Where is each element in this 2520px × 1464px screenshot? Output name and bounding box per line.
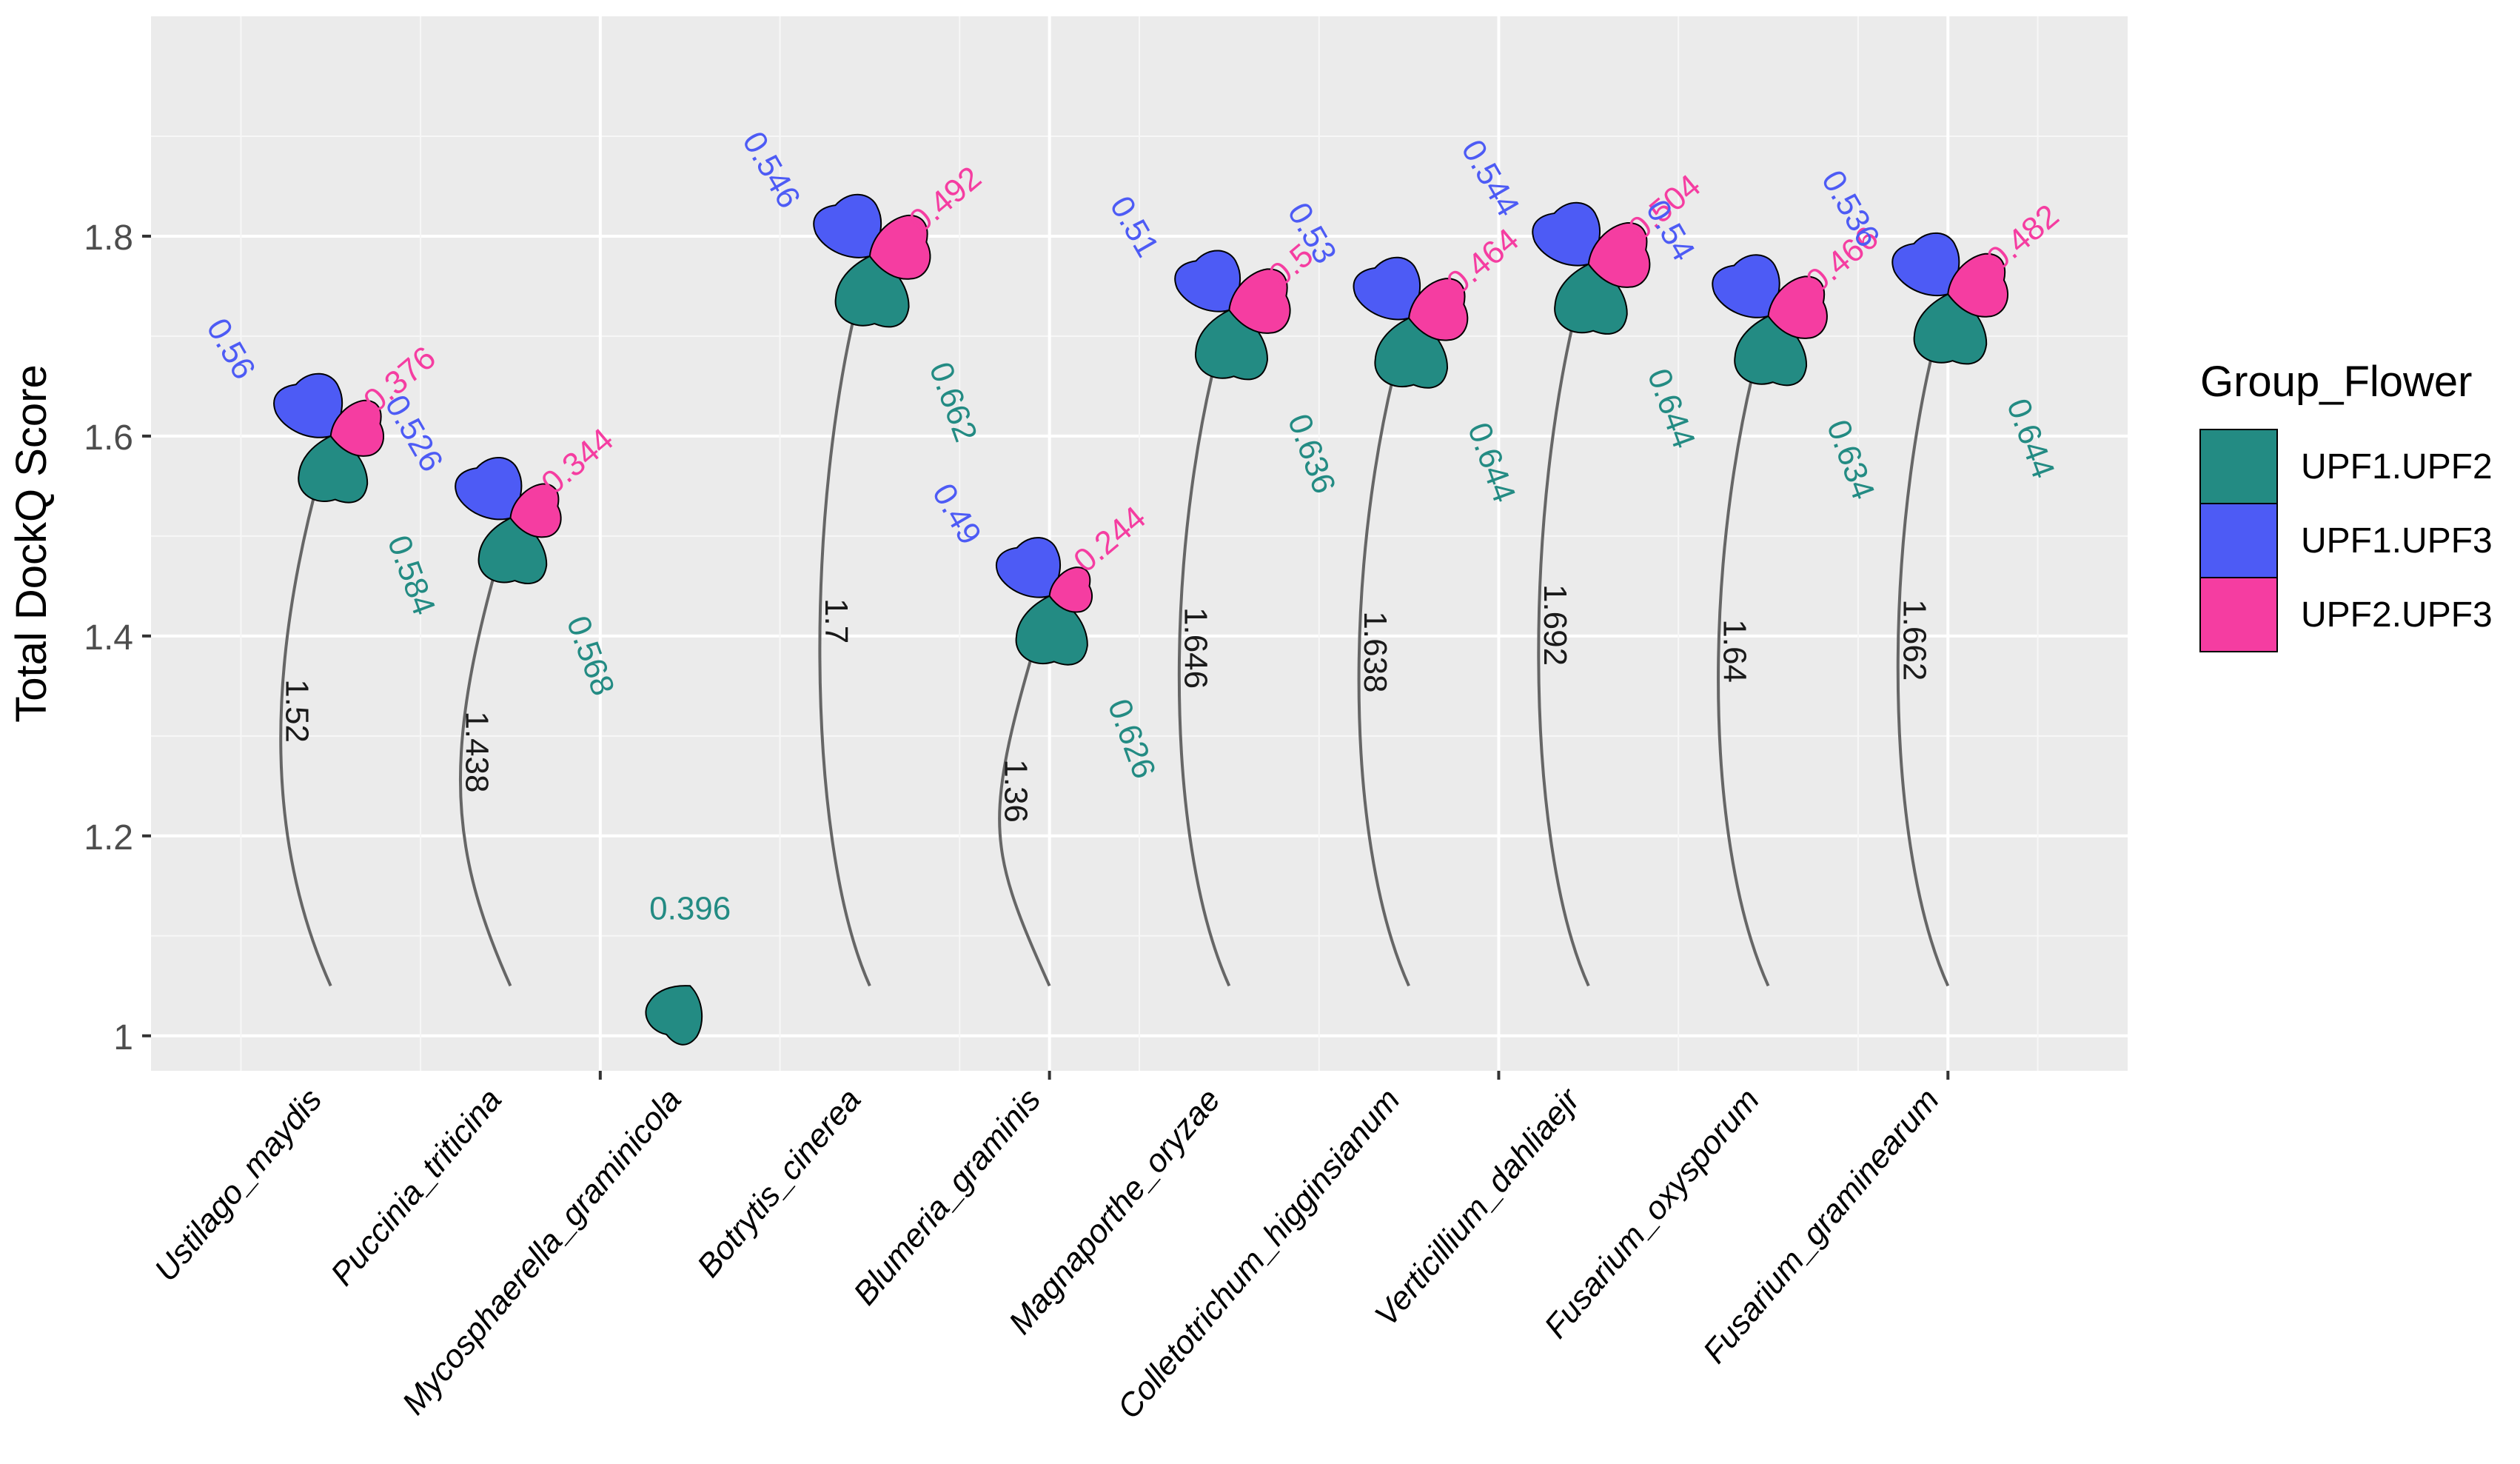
x-tick-label: Ustilago_maydis <box>147 1082 329 1288</box>
y-tick-label: 1.8 <box>84 218 133 258</box>
flower-stem <box>1717 315 1770 987</box>
y-tick-label: 1 <box>113 1018 133 1057</box>
flower-stem <box>1357 318 1411 987</box>
flower-stem <box>1537 264 1590 987</box>
y-axis-label: Total DockQ Score <box>7 364 56 723</box>
y-tick-label: 1.6 <box>84 418 133 458</box>
total-value-label: 1.646 <box>1177 607 1213 689</box>
flower-stem <box>818 255 871 987</box>
total-value-label: 1.64 <box>1717 619 1753 683</box>
total-value-label: 1.52 <box>279 679 315 743</box>
x-tick-label: Botrytis_cinerea <box>690 1082 868 1284</box>
flower-stem <box>998 595 1051 987</box>
flower-stem <box>1177 310 1231 987</box>
flower-stem <box>1896 293 1950 987</box>
total-value-label: 1.7 <box>818 598 854 644</box>
petal-value-upf1-upf2: 0.396 <box>649 890 731 926</box>
y-tick-label: 1.4 <box>84 618 133 658</box>
legend-title: Group_Flower <box>2200 358 2472 406</box>
x-tick-label: Verticillium_dahliaejr <box>1368 1080 1588 1333</box>
legend-label: UPF1.UPF2 <box>2301 447 2493 487</box>
legend-label: UPF1.UPF3 <box>2301 521 2493 561</box>
total-value-label: 1.36 <box>998 759 1034 823</box>
legend-swatch <box>2199 503 2278 578</box>
flower-stem <box>458 518 512 987</box>
total-value-label: 1.662 <box>1896 599 1932 681</box>
total-value-label: 1.692 <box>1537 584 1573 666</box>
legend-swatch <box>2199 577 2278 652</box>
x-tick-label: Puccinia_triticina <box>324 1082 509 1292</box>
x-tick-label: Colletotrichum_higginsianum <box>1110 1082 1407 1425</box>
total-value-label: 1.638 <box>1357 611 1393 692</box>
flower-stem <box>279 435 332 987</box>
legend-label: UPF2.UPF3 <box>2301 595 2493 635</box>
total-value-label: 1.438 <box>458 711 495 792</box>
x-tick-label: Blumeria_graminis <box>847 1082 1048 1312</box>
y-tick-label: 1.2 <box>84 818 133 858</box>
legend-swatch <box>2199 429 2278 504</box>
